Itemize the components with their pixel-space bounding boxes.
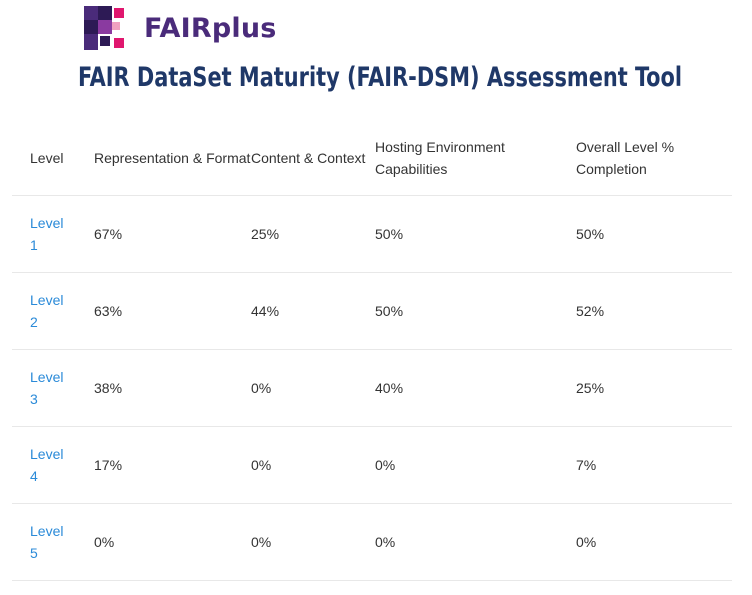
- level-link[interactable]: Level 3: [30, 369, 64, 407]
- hosting-cell: 0%: [375, 426, 576, 504]
- fairplus-logo-icon[interactable]: [84, 6, 128, 50]
- table-row: Level 5 0% 0% 0% 0%: [12, 503, 732, 581]
- header-overall: Overall Level % Completion: [576, 120, 732, 196]
- site-header: FAIRplus: [84, 6, 277, 50]
- overall-cell: 25%: [576, 349, 732, 427]
- hosting-cell: 0%: [375, 503, 576, 581]
- page-title: FAIR DataSet Maturity (FAIR-DSM) Assessm…: [78, 62, 683, 93]
- level-link[interactable]: Level 1: [30, 215, 64, 253]
- representation-cell: 67%: [94, 195, 251, 273]
- representation-cell: 17%: [94, 426, 251, 504]
- hosting-cell: 50%: [375, 195, 576, 273]
- brand-name[interactable]: FAIRplus: [144, 12, 277, 44]
- overall-cell: 52%: [576, 272, 732, 350]
- representation-cell: 38%: [94, 349, 251, 427]
- level-link[interactable]: Level 2: [30, 292, 64, 330]
- table-row: Level 2 63% 44% 50% 52%: [12, 272, 732, 350]
- representation-cell: 63%: [94, 272, 251, 350]
- hosting-cell: 40%: [375, 349, 576, 427]
- header-level: Level: [12, 120, 94, 196]
- content-cell: 0%: [251, 426, 375, 504]
- overall-cell: 7%: [576, 426, 732, 504]
- level-link[interactable]: Level 5: [30, 523, 64, 561]
- maturity-table: Level Representation & Format Content & …: [12, 120, 732, 581]
- header-content: Content & Context: [251, 120, 375, 196]
- content-cell: 44%: [251, 272, 375, 350]
- hosting-cell: 50%: [375, 272, 576, 350]
- header-hosting: Hosting Environment Capabilities: [375, 120, 576, 196]
- table-row: Level 1 67% 25% 50% 50%: [12, 195, 732, 273]
- content-cell: 0%: [251, 349, 375, 427]
- overall-cell: 50%: [576, 195, 732, 273]
- level-link[interactable]: Level 4: [30, 446, 64, 484]
- table-row: Level 4 17% 0% 0% 7%: [12, 426, 732, 504]
- content-cell: 0%: [251, 503, 375, 581]
- content-cell: 25%: [251, 195, 375, 273]
- overall-cell: 0%: [576, 503, 732, 581]
- representation-cell: 0%: [94, 503, 251, 581]
- table-header-row: Level Representation & Format Content & …: [12, 120, 732, 196]
- header-representation: Representation & Format: [94, 120, 251, 196]
- table-row: Level 3 38% 0% 40% 25%: [12, 349, 732, 427]
